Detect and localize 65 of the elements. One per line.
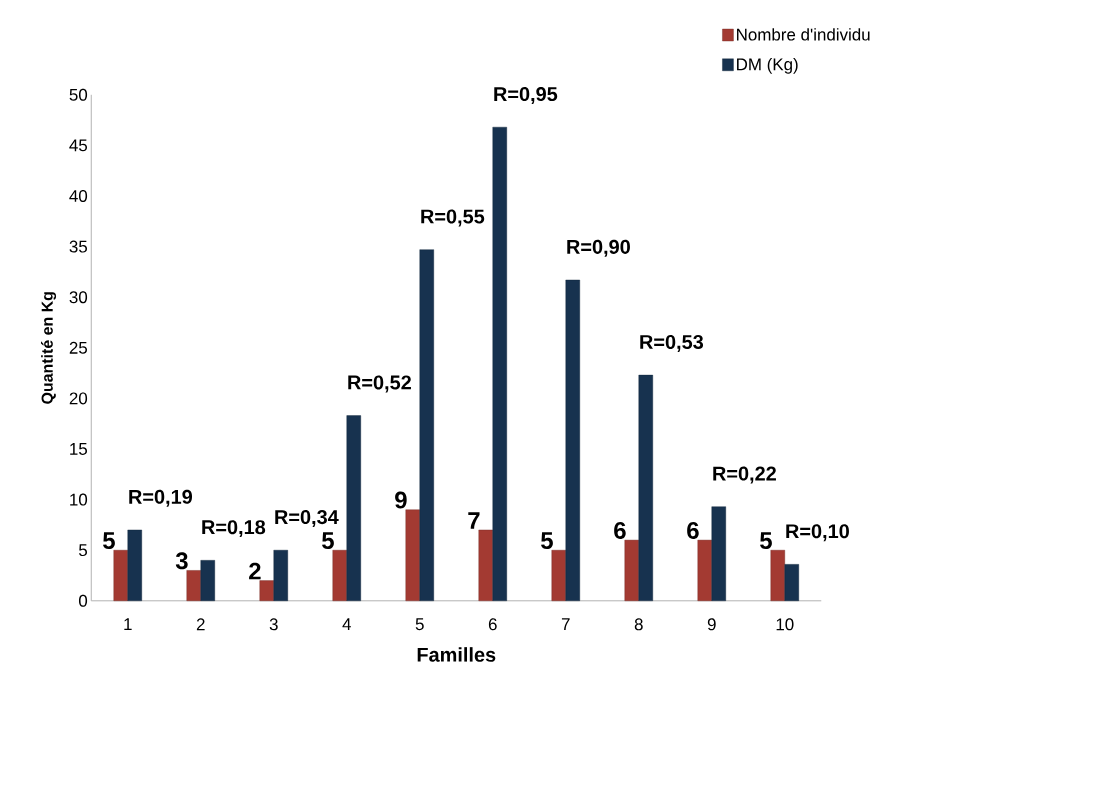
x-tick-label: 9 (707, 618, 716, 631)
data-label: 9 (395, 491, 407, 509)
x-tick-label: 2 (196, 618, 205, 631)
legend-label: DM (Kg) (737, 57, 798, 74)
annotation: R=0,52 (348, 375, 411, 393)
y-tick-label: 20 (69, 392, 88, 405)
bar (273, 550, 288, 601)
data-label: 5 (760, 532, 772, 549)
bar (711, 506, 726, 601)
annotation: R=0,34 (275, 510, 339, 527)
data-label: 6 (614, 521, 626, 539)
x-tick-label: 7 (561, 618, 570, 630)
x-axis-title: Familles (417, 647, 496, 662)
data-label: 2 (249, 562, 261, 580)
annotation: R=0,95 (494, 86, 558, 104)
bar (565, 279, 580, 601)
bar (259, 580, 274, 601)
y-tick-label: 30 (69, 291, 88, 304)
x-tick-label: 10 (776, 618, 794, 631)
bar (186, 570, 201, 601)
bar (478, 529, 493, 601)
data-label: 5 (541, 532, 553, 549)
bar (624, 539, 639, 601)
legend-label: Nombre d'individu (737, 28, 870, 41)
bar (113, 550, 128, 601)
annotation: R=0,10 (786, 524, 849, 542)
data-label: 5 (103, 532, 115, 549)
x-tick-label: 4 (342, 618, 351, 630)
annotation: R=0,22 (713, 466, 776, 484)
data-label: 7 (468, 512, 480, 529)
bar (638, 374, 653, 601)
y-tick-label: 50 (69, 88, 88, 101)
x-tick-label: 6 (488, 618, 497, 631)
y-tick-label: 45 (69, 139, 88, 152)
y-tick-label: 25 (69, 341, 88, 354)
bar (551, 550, 566, 601)
y-tick-label: 35 (69, 240, 88, 253)
bar (419, 249, 434, 601)
data-label: 6 (687, 521, 699, 539)
bar (492, 126, 507, 601)
y-tick-label: 0 (78, 594, 88, 607)
x-tick-label: 3 (269, 618, 278, 631)
bar (784, 564, 799, 601)
annotation: R=0,90 (567, 239, 630, 257)
bar (405, 509, 420, 601)
x-tick-label: 1 (124, 618, 132, 630)
bar (200, 560, 215, 601)
bar (127, 529, 142, 601)
y-tick-label: 15 (70, 443, 88, 455)
bar (332, 550, 347, 601)
data-label: 3 (175, 552, 188, 570)
annotation: R=0,55 (421, 209, 485, 227)
x-tick-label: 8 (634, 618, 643, 631)
y-tick-label: 40 (69, 190, 88, 202)
y-tick-label: 10 (70, 493, 88, 506)
bar (346, 415, 361, 601)
bar (697, 539, 712, 601)
y-tick-label: 5 (78, 544, 88, 557)
bar (770, 550, 785, 601)
x-tick-label: 5 (415, 618, 424, 631)
y-axis-title: Quantité en Kg (41, 292, 57, 404)
annotation: R=0,53 (640, 334, 704, 352)
annotation: R=0,18 (202, 520, 266, 538)
annotation: R=0,19 (129, 489, 193, 507)
data-label: 5 (322, 532, 334, 549)
